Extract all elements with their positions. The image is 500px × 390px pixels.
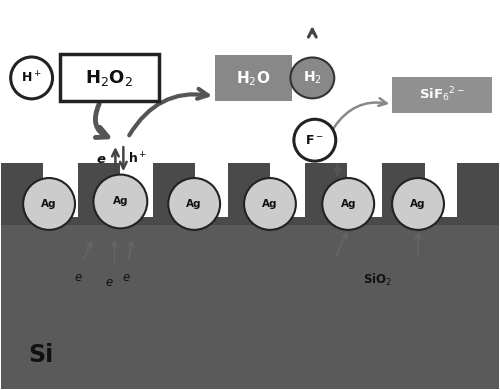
- Text: Ag: Ag: [42, 199, 57, 209]
- Bar: [60, 54, 160, 101]
- Circle shape: [168, 178, 220, 230]
- Bar: [457, 163, 500, 220]
- Circle shape: [23, 178, 75, 230]
- Text: H$_2$: H$_2$: [303, 70, 322, 86]
- Bar: [78, 163, 120, 220]
- Text: H$_2$O$_2$: H$_2$O$_2$: [86, 68, 134, 88]
- Text: SiF$_6$$^{2-}$: SiF$_6$$^{2-}$: [419, 85, 465, 104]
- Circle shape: [94, 175, 148, 229]
- Bar: [153, 163, 195, 220]
- Text: Si: Si: [28, 343, 54, 367]
- Text: e: e: [122, 271, 130, 284]
- Bar: [0, 220, 500, 389]
- Text: F$^-$: F$^-$: [306, 134, 324, 147]
- Ellipse shape: [290, 57, 335, 98]
- Text: Ag: Ag: [186, 199, 202, 209]
- Bar: [382, 163, 424, 220]
- Bar: [215, 55, 292, 101]
- Text: e: e: [74, 271, 82, 284]
- Circle shape: [244, 178, 296, 230]
- Text: e: e: [96, 152, 106, 166]
- Text: SiO$_2$: SiO$_2$: [362, 272, 392, 288]
- FancyArrowPatch shape: [96, 104, 108, 138]
- Text: H$_2$O: H$_2$O: [236, 69, 270, 88]
- Bar: [228, 163, 270, 220]
- Text: h$^+$: h$^+$: [128, 151, 148, 167]
- Text: H$^+$: H$^+$: [22, 70, 42, 85]
- Circle shape: [10, 57, 52, 99]
- Bar: [0, 163, 43, 220]
- FancyArrowPatch shape: [334, 98, 386, 128]
- Text: Ag: Ag: [112, 197, 128, 206]
- FancyArrowPatch shape: [129, 89, 208, 135]
- Bar: [392, 77, 492, 113]
- Bar: [0, 217, 500, 225]
- Text: Ag: Ag: [410, 199, 426, 209]
- Text: e: e: [106, 276, 113, 289]
- Bar: [305, 163, 347, 220]
- Circle shape: [294, 119, 336, 161]
- Circle shape: [322, 178, 374, 230]
- Circle shape: [392, 178, 444, 230]
- Text: Ag: Ag: [340, 199, 356, 209]
- Text: Ag: Ag: [262, 199, 278, 209]
